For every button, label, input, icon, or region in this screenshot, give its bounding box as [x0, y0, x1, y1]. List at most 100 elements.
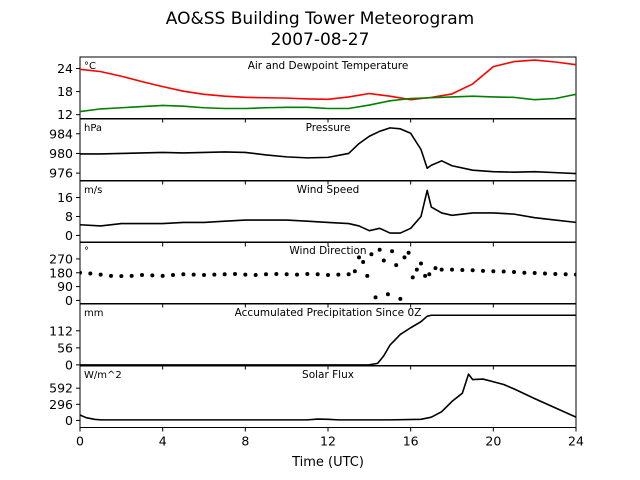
y-tick-label: 56 [57, 340, 73, 355]
data-point [233, 271, 237, 276]
data-point [361, 259, 366, 264]
data-point [385, 292, 390, 297]
y-tick-label: 270 [49, 251, 73, 266]
panel-title: Wind Speed [297, 184, 360, 196]
data-point [274, 271, 279, 276]
data-point [253, 273, 258, 278]
panel-unit-label: hPa [84, 123, 102, 134]
x-tick-label: 16 [403, 434, 419, 449]
data-point [522, 270, 527, 275]
data-point [390, 249, 395, 254]
y-tick-label: 592 [49, 381, 73, 396]
data-point [171, 273, 175, 278]
chart-title-line1: AO&SS Building Tower Meteorogram [166, 9, 474, 29]
data-point [181, 272, 186, 277]
data-point [423, 273, 428, 278]
data-point [284, 272, 289, 277]
data-point [369, 252, 374, 257]
panel-title: Pressure [306, 122, 351, 134]
y-tick-label: 0 [65, 293, 73, 308]
y-tick-label: 90 [57, 279, 73, 294]
panel-unit-label: ° [84, 246, 89, 257]
y-tick-label: 0 [65, 228, 73, 243]
data-point [532, 271, 537, 276]
data-point [406, 250, 411, 255]
x-tick-label: 12 [320, 434, 336, 449]
data-point [381, 258, 386, 263]
data-point [346, 272, 351, 277]
data-point [427, 272, 432, 277]
data-point [243, 272, 248, 277]
panel-unit-label: °C [84, 61, 96, 72]
data-point [212, 272, 217, 277]
panel-5: 0 56 112 mm Accumulated Precipitation Since … [49, 303, 577, 372]
series-line-black [80, 314, 576, 366]
data-point [264, 272, 268, 277]
data-point [150, 273, 155, 278]
data-point [326, 273, 330, 278]
data-point [394, 263, 399, 268]
y-tick-label: 980 [49, 146, 73, 161]
data-point [315, 272, 320, 277]
data-point [410, 275, 415, 280]
panel-title: Accumulated Precipitation Since 0Z [235, 307, 422, 319]
data-point [481, 268, 485, 273]
data-point [439, 267, 444, 272]
panel-3: 0 8 16 m/s Wind Speed [57, 180, 577, 247]
series-line-temperature [80, 59, 576, 101]
panel-unit-label: mm [84, 308, 103, 319]
x-tick-label: 8 [241, 434, 249, 449]
series-line-dewpoint [80, 93, 576, 113]
x-tick-label: 24 [568, 434, 584, 449]
data-point [377, 247, 382, 252]
data-point [295, 272, 299, 277]
panel-title: Solar Flux [302, 369, 354, 381]
data-point [140, 273, 144, 278]
data-point [88, 271, 93, 276]
data-point [433, 266, 438, 271]
series-points [80, 247, 576, 301]
y-tick-label: 976 [49, 166, 73, 181]
data-point [202, 273, 206, 278]
data-point [553, 271, 558, 276]
data-point [357, 255, 361, 260]
x-tick-label: 20 [485, 434, 501, 449]
series-line-black [80, 189, 576, 234]
data-point [160, 273, 165, 278]
y-tick-label: 24 [57, 61, 73, 76]
data-point [402, 255, 407, 260]
y-tick-label: 16 [57, 190, 73, 205]
y-tick-label: 296 [49, 397, 73, 412]
data-point [419, 261, 423, 266]
data-point [574, 272, 576, 277]
data-point [450, 267, 454, 272]
data-point [365, 273, 370, 278]
y-tick-label: 12 [57, 107, 73, 122]
data-point [191, 272, 196, 277]
panel-unit-label: W/m^2 [84, 370, 122, 381]
y-tick-label: 8 [65, 209, 73, 224]
y-tick-label: 984 [49, 126, 73, 141]
series-line-black [80, 127, 576, 175]
x-tick-label: 0 [76, 434, 84, 449]
y-tick-label: 0 [65, 413, 73, 428]
panel-title: Wind Direction [289, 245, 366, 257]
panel-unit-label: m/s [84, 185, 102, 196]
panel-1: 12 18 24 °C Air and Dewpoint Temperature [57, 56, 577, 123]
x-tick-label: 4 [159, 434, 167, 449]
data-point [543, 271, 547, 276]
data-point [119, 274, 124, 279]
data-point [98, 272, 103, 277]
chart-title-line2: 2007-08-27 [271, 30, 370, 50]
x-axis-title: Time (UTC) [291, 455, 364, 470]
data-point [129, 273, 134, 278]
panel-title: Air and Dewpoint Temperature [248, 60, 409, 72]
y-tick-label: 18 [57, 84, 73, 99]
series-line-black [80, 373, 576, 421]
data-point [414, 267, 419, 272]
panel-2: 976 980 984 hPa Pressure [49, 118, 577, 185]
